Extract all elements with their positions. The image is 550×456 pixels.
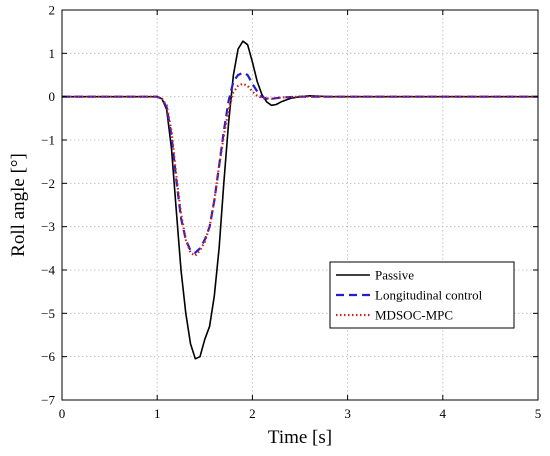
legend-label-passive: Passive [375,268,414,283]
x-tick-label: 3 [344,406,351,421]
y-tick-label: −7 [41,393,55,408]
y-axis-title: Roll angle [°] [8,153,29,257]
x-tick-label: 2 [249,406,256,421]
y-tick-label: −1 [41,133,55,148]
y-tick-label: 2 [49,3,56,18]
legend: Passive Longitudinal control MDSOC-MPC [329,261,515,329]
plot-frame [61,9,539,401]
y-tick-label: −6 [41,349,55,364]
y-tick-label: 1 [49,46,56,61]
x-tick-label: 1 [154,406,161,421]
legend-label-longitudinal-control: Longitudinal control [375,288,483,303]
axis-ticks: 0 1 2 3 4 5 2 1 0 −1 −2 −3 −4 −5 −6 −7 [41,3,541,422]
y-tick-label: 0 [49,89,56,104]
y-tick-label: −5 [41,306,55,321]
series-line-passive [62,40,538,360]
x-tick-label: 4 [440,406,447,421]
series-line-longitudinal-control [62,71,538,254]
y-tick-label: −2 [41,176,55,191]
grid [62,10,538,400]
legend-box [329,261,515,329]
y-tick-label: −3 [41,219,55,234]
series-line-mdsoc-mpc [62,82,538,257]
legend-label-mdsoc-mpc: MDSOC-MPC [375,308,453,323]
series-lines [62,40,538,360]
y-tick-label: −4 [41,263,55,278]
x-axis-title: Time [s] [268,427,332,448]
x-tick-label: 5 [535,406,542,421]
x-tick-label: 0 [59,406,66,421]
